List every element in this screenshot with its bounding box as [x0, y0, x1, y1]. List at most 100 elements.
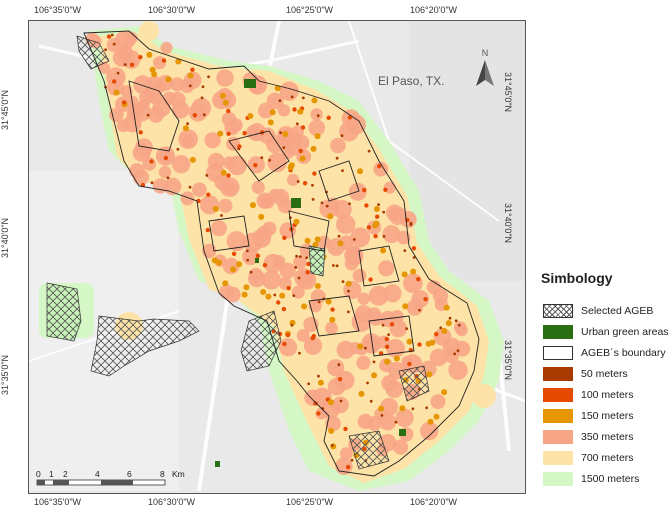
buffer-small-dot — [285, 332, 291, 338]
legend-swatch — [543, 408, 573, 423]
buffer-350m-circle — [333, 200, 352, 219]
buffer-small-dot — [246, 258, 250, 262]
buffer-350m-circle — [308, 119, 326, 137]
buffer-350m-circle — [396, 230, 411, 245]
buffer-small-dot — [332, 264, 335, 267]
buffer-350m-circle — [368, 285, 389, 306]
buffer-small-dot — [243, 284, 250, 291]
buffer-350m-circle — [160, 41, 173, 54]
legend-label: 1500 meters — [581, 472, 640, 485]
legend-items: Selected AGEB Urban green areas AGEB´s bou… — [541, 300, 669, 489]
buffer-small-dot — [146, 51, 153, 58]
buffer-small-dot — [383, 187, 388, 192]
buffer-small-dot — [373, 234, 378, 239]
buffer-small-dot — [372, 360, 376, 364]
buffer-small-dot — [205, 174, 209, 177]
buffer-small-dot — [279, 292, 286, 299]
scale-label-0: 0 — [36, 469, 41, 479]
buffer-350m-circle — [442, 337, 461, 356]
buffer-small-dot — [226, 173, 231, 178]
buffer-small-dot — [220, 214, 223, 217]
scale-label-8: 8 — [160, 469, 165, 479]
scale-label-6: 6 — [127, 469, 132, 479]
buffer-small-dot — [411, 246, 417, 251]
buffer-small-dot — [441, 328, 448, 334]
buffer-350m-circle — [296, 270, 317, 290]
buffer-small-dot — [205, 227, 210, 233]
buffer-350m-circle — [219, 284, 235, 300]
buffer-350m-circle — [261, 270, 282, 290]
buffer-350m-circle — [279, 222, 296, 239]
buffer-small-dot — [378, 351, 384, 356]
buffer-small-dot — [405, 327, 409, 330]
buffer-350m-circle — [226, 136, 241, 151]
buffer-small-dot — [341, 280, 345, 283]
buffer-small-dot — [281, 306, 287, 312]
lon-tick-top-3: 106°25'0"W — [286, 5, 334, 15]
buffer-small-dot — [345, 464, 351, 470]
buffer-350m-circle — [373, 161, 389, 177]
legend-item: Urban green areas — [541, 321, 669, 342]
buffer-350m-circle — [219, 177, 240, 198]
legend-swatch — [543, 450, 573, 465]
buffer-small-dot — [326, 115, 331, 121]
buffer-small-dot — [292, 294, 296, 297]
buffer-small-dot — [316, 411, 321, 416]
buffer-350m-circle — [332, 396, 349, 414]
buffer-350m-circle — [327, 359, 345, 377]
buffer-350m-circle — [279, 81, 299, 101]
buffer-small-dot — [301, 303, 308, 310]
buffer-small-dot — [282, 341, 287, 347]
buffer-350m-circle — [180, 191, 195, 206]
buffer-small-dot — [276, 300, 281, 305]
buffer-small-dot — [242, 131, 247, 136]
north-label: N — [482, 48, 489, 58]
lat-tick-right-2: 31°40'0"N — [503, 203, 513, 244]
buffer-350m-circle — [383, 284, 402, 303]
buffer-small-dot — [312, 171, 317, 176]
buffer-small-dot — [305, 256, 308, 260]
buffer-small-dot — [149, 159, 154, 164]
buffer-small-dot — [146, 113, 150, 117]
selected-ageb-polygons — [46, 35, 430, 470]
map-frame[interactable] — [28, 20, 526, 494]
buffer-350m-circle — [152, 98, 171, 117]
scale-bar: 0 1 2 4 6 8 Km — [36, 468, 196, 488]
buffer-350m-circle — [303, 336, 323, 355]
buffer-small-dot — [237, 147, 241, 151]
buffer-350m-circle — [204, 132, 221, 149]
buffer-small-dot — [357, 168, 363, 175]
legend-item: AGEB´s boundary — [541, 342, 669, 363]
buffer-small-dot — [429, 339, 436, 346]
buffer-350m-circle — [382, 225, 401, 244]
buffer-350m-circle — [350, 227, 371, 248]
buffer-small-dot — [307, 382, 311, 386]
buffer-small-dot — [290, 95, 294, 99]
buffer-350m-circle — [395, 408, 414, 428]
buffer-350m-circle — [132, 103, 152, 122]
buffer-350m-circle — [356, 355, 371, 370]
buffer-small-dot — [320, 201, 324, 205]
buffer-small-dot — [372, 222, 379, 229]
buffer-small-dot — [246, 249, 249, 253]
buffer-small-dot — [189, 156, 196, 163]
buffer-small-dot — [138, 130, 143, 135]
buffer-small-dot — [412, 256, 416, 259]
buffer-small-dot — [369, 399, 373, 403]
buffer-small-dot — [317, 379, 324, 386]
buffer-350m-circle — [357, 292, 370, 305]
buffer-350m-circle — [112, 47, 132, 67]
buffer-350m-circle — [366, 416, 382, 431]
buffer-small-dot — [298, 255, 302, 258]
buffer-350m-circle — [325, 415, 341, 432]
buffer-small-dot — [339, 399, 343, 403]
buffer-350m-circle — [115, 30, 135, 51]
buffer-small-dot — [373, 206, 380, 212]
buffer-small-dot — [328, 427, 335, 434]
buffer-small-dot — [288, 162, 295, 169]
buffer-small-dot — [161, 58, 167, 63]
map-canvas[interactable] — [29, 21, 525, 493]
buffer-small-dot — [384, 358, 391, 365]
buffer-350m-circle — [248, 267, 263, 282]
buffer-small-dot — [253, 163, 258, 168]
